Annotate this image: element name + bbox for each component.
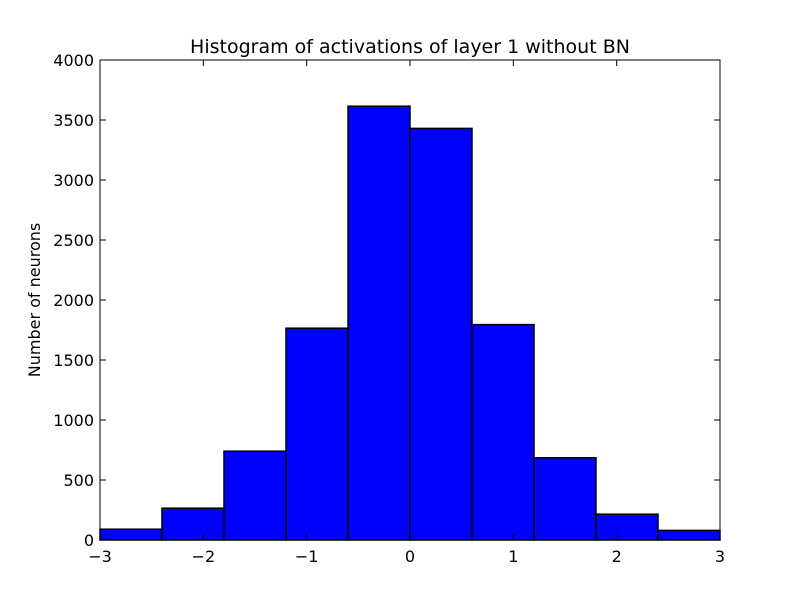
- y-tick-label: 1500: [53, 351, 94, 370]
- y-tick-label: 3000: [53, 171, 94, 190]
- bars-group: [99, 105, 721, 541]
- x-tick-label: 2: [612, 547, 622, 566]
- y-tick-label: 2000: [53, 291, 94, 310]
- histogram-bar-10: [657, 529, 721, 541]
- y-tick-label: 3500: [53, 111, 94, 130]
- histogram-bar-1: [99, 528, 163, 541]
- chart-title: Histogram of activations of layer 1 with…: [190, 36, 630, 58]
- histogram-bar-8: [533, 457, 597, 541]
- y-tick-label: 500: [63, 471, 94, 490]
- ticks-group: −3 −2 −1 0 1 2 3 0 500 1000 1500 2000 2500 3000 3500 40…: [53, 51, 725, 566]
- histogram-bar-7: [471, 323, 535, 541]
- histogram-bar-9: [595, 513, 659, 541]
- y-tick-label: 2500: [53, 231, 94, 250]
- x-tick-label: −1: [295, 547, 319, 566]
- x-tick-label: −3: [88, 547, 112, 566]
- histogram-bar-6: [409, 127, 473, 541]
- histogram-bar-3: [223, 450, 287, 541]
- histogram-bar-4: [285, 327, 349, 541]
- histogram-bar-5: [347, 105, 411, 541]
- x-tick-label: 3: [715, 547, 725, 566]
- y-tick-label: 1000: [53, 411, 94, 430]
- y-tick-label: 4000: [53, 51, 94, 70]
- histogram-bar-2: [161, 507, 225, 541]
- x-tick-label: 0: [405, 547, 415, 566]
- x-tick-label: 1: [508, 547, 518, 566]
- y-axis-label: Number of neurons: [25, 223, 44, 377]
- x-tick-label: −2: [192, 547, 216, 566]
- y-tick-label: 0: [84, 531, 94, 550]
- plot-frame: [99, 59, 721, 541]
